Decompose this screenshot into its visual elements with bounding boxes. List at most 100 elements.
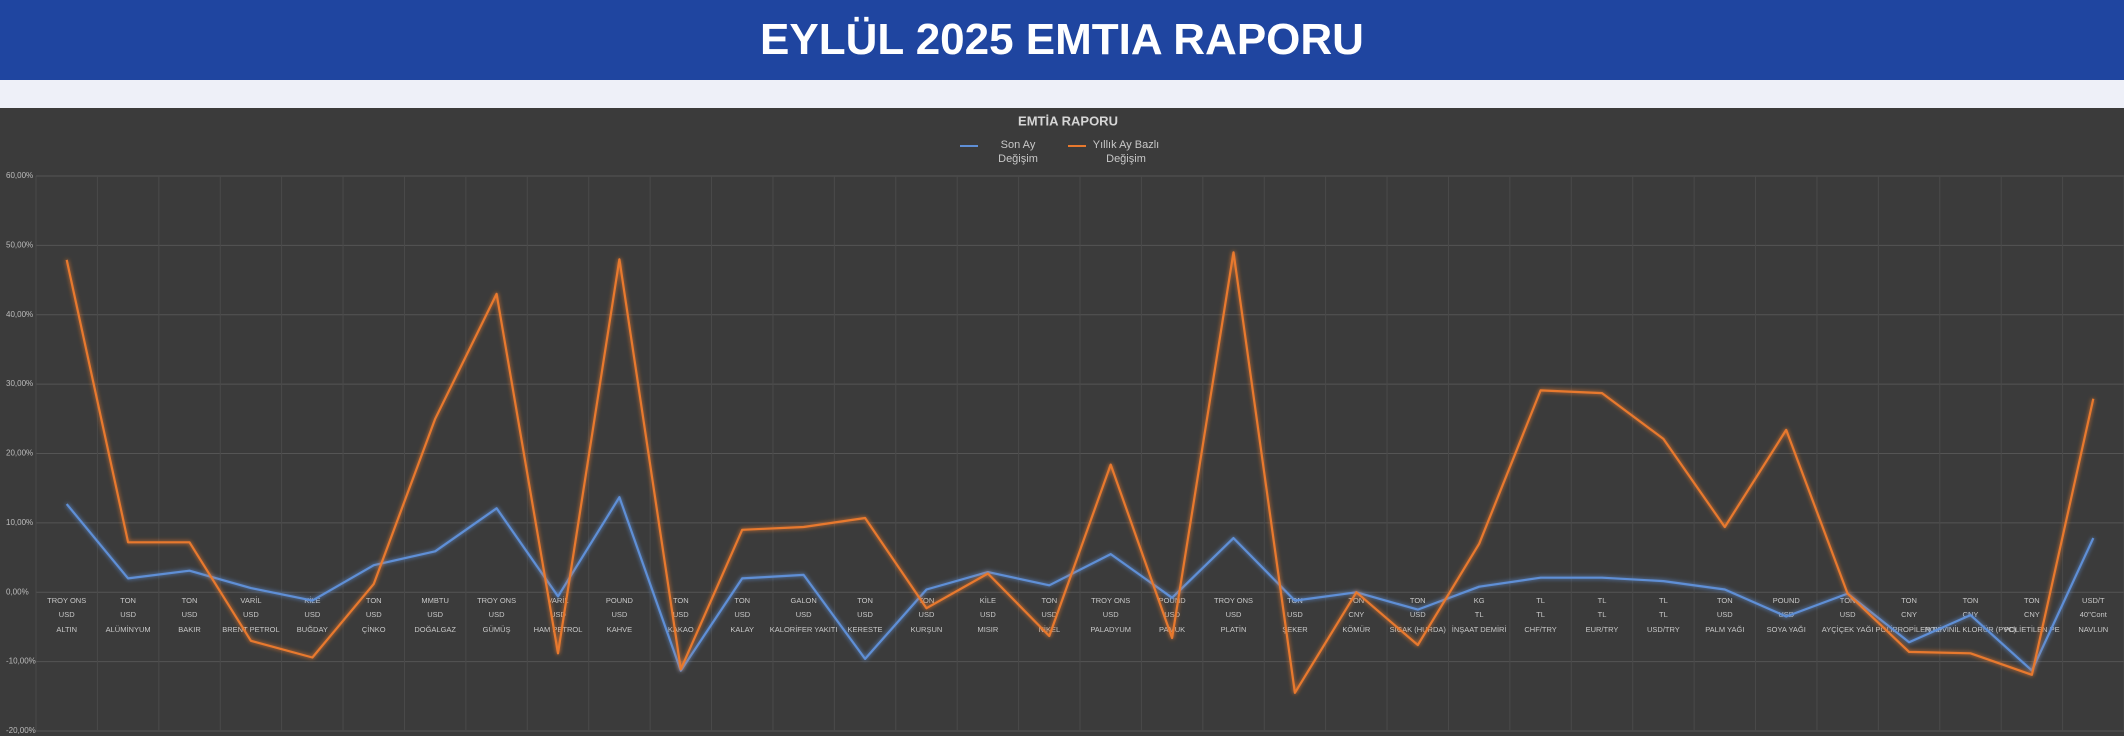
x-currency-label: USD (1840, 610, 1856, 619)
y-tick-label: 10,00% (6, 518, 33, 527)
x-currency-label: USD (1717, 610, 1733, 619)
x-unit-label: TON (734, 596, 750, 605)
x-unit-label: TROY ONS (477, 596, 516, 605)
x-currency-label: CNY (2024, 610, 2040, 619)
x-currency-label: USD (427, 610, 443, 619)
x-tick-label: PALM YAĞI (1705, 625, 1744, 634)
x-tick-label: HAM PETROL (534, 625, 583, 634)
x-unit-label: KİLE (980, 596, 996, 605)
y-tick-label: 60,00% (6, 171, 33, 180)
x-tick-label: KALORİFER YAKITI (770, 625, 838, 634)
legend-swatch (960, 145, 978, 147)
x-tick-label: BAKIR (178, 625, 201, 634)
x-currency-label: USD (243, 610, 259, 619)
x-tick-label: PLATİN (1221, 625, 1247, 634)
x-tick-label: SICAK (HURDA) (1390, 625, 1447, 634)
x-unit-label: MMBTU (421, 596, 449, 605)
x-currency-label: USD (673, 610, 689, 619)
x-tick-label: POLİPROPİLEN PP (1876, 625, 1943, 634)
legend-item: Yıllık Ay Bazlı Değişim (1068, 138, 1162, 166)
x-tick-label: ÇİNKO (362, 625, 386, 634)
legend: Son Ay Değişim Yıllık Ay Bazlı Değişim (960, 138, 1176, 166)
x-tick-label: EUR/TRY (1586, 625, 1619, 634)
x-tick-label: KÖMÜR (1342, 625, 1371, 634)
x-currency-label: USD (489, 610, 505, 619)
x-currency-label: USD (1226, 610, 1242, 619)
x-tick-label: ALTIN (56, 625, 77, 634)
y-tick-label: 20,00% (6, 449, 33, 458)
x-currency-label: USD (796, 610, 812, 619)
x-unit-label: TL (1598, 596, 1607, 605)
x-unit-label: KG (1474, 596, 1485, 605)
x-currency-label: USD (919, 610, 935, 619)
header-strip (0, 80, 2124, 108)
y-tick-label: 50,00% (6, 240, 33, 249)
x-unit-label: TON (919, 596, 935, 605)
x-tick-label: CHF/TRY (1524, 625, 1556, 634)
x-unit-label: TON (1041, 596, 1057, 605)
legend-label: Yıllık Ay Bazlı Değişim (1092, 139, 1160, 165)
x-tick-label: BRENT PETROL (222, 625, 279, 634)
x-tick-label: POLİETİLEN PE (2004, 625, 2059, 634)
x-currency-label: 40''Cont (2080, 610, 2108, 619)
x-currency-label: USD (734, 610, 750, 619)
series-line (65, 496, 2095, 672)
y-tick-label: 0,00% (6, 587, 29, 596)
legend-swatch (1068, 145, 1086, 147)
x-unit-label: TROY ONS (1214, 596, 1253, 605)
x-unit-label: TON (1840, 596, 1856, 605)
x-tick-label: İNŞAAT DEMİRİ (1452, 625, 1507, 634)
x-currency-label: USD (304, 610, 320, 619)
x-currency-label: USD (980, 610, 996, 619)
x-unit-label: TROY ONS (47, 596, 86, 605)
x-tick-label: KURŞUN (911, 625, 943, 634)
x-tick-label: PALADYUM (1090, 625, 1131, 634)
x-tick-label: NAVLUN (2078, 625, 2108, 634)
header-title: EYLÜL 2025 EMTIA RAPORU (760, 15, 1364, 64)
x-tick-label: KERESTE (848, 625, 883, 634)
x-currency-label: USD (59, 610, 75, 619)
x-tick-label: NİKEL (1038, 625, 1060, 634)
x-currency-label: USD (1103, 610, 1119, 619)
x-tick-label: BUĞDAY (297, 625, 328, 634)
x-unit-label: TON (1963, 596, 1979, 605)
x-unit-label: TON (673, 596, 689, 605)
x-currency-label: USD (182, 610, 198, 619)
x-unit-label: POUND (606, 596, 634, 605)
header: EYLÜL 2025 EMTIA RAPORU (0, 0, 2124, 80)
y-tick-label: -10,00% (6, 657, 36, 666)
x-currency-label: TL (1598, 610, 1607, 619)
x-tick-label: USD/TRY (1647, 625, 1680, 634)
x-currency-label: USD (857, 610, 873, 619)
x-unit-label: TON (1410, 596, 1426, 605)
x-unit-label: TON (182, 596, 198, 605)
x-unit-label: TROY ONS (1091, 596, 1130, 605)
x-unit-label: TL (1659, 596, 1668, 605)
x-currency-label: USD (366, 610, 382, 619)
x-tick-label: KALAY (730, 625, 754, 634)
x-tick-label: KAHVE (607, 625, 632, 634)
x-unit-label: TON (366, 596, 382, 605)
x-unit-label: TL (1536, 596, 1545, 605)
x-unit-label: TON (1717, 596, 1733, 605)
x-tick-label: MISIR (977, 625, 998, 634)
x-tick-label: DOĞALGAZ (414, 625, 456, 634)
x-currency-label: USD (550, 610, 566, 619)
x-currency-label: USD (120, 610, 136, 619)
x-unit-label: POUND (1773, 596, 1801, 605)
x-currency-label: USD (1164, 610, 1180, 619)
x-currency-label: TL (1536, 610, 1545, 619)
x-currency-label: TL (1659, 610, 1668, 619)
x-tick-label: KAKAO (668, 625, 694, 634)
x-unit-label: VARİL (240, 596, 261, 605)
legend-item: Son Ay Değişim (960, 138, 1054, 166)
legend-label: Son Ay Değişim (998, 139, 1038, 165)
y-tick-label: -20,00% (6, 726, 36, 735)
x-unit-label: GALON (791, 596, 817, 605)
x-tick-label: ALÜMİNYUM (106, 625, 151, 634)
x-tick-label: SOYA YAĞI (1767, 625, 1806, 634)
x-currency-label: CNY (1348, 610, 1364, 619)
x-unit-label: TON (120, 596, 136, 605)
